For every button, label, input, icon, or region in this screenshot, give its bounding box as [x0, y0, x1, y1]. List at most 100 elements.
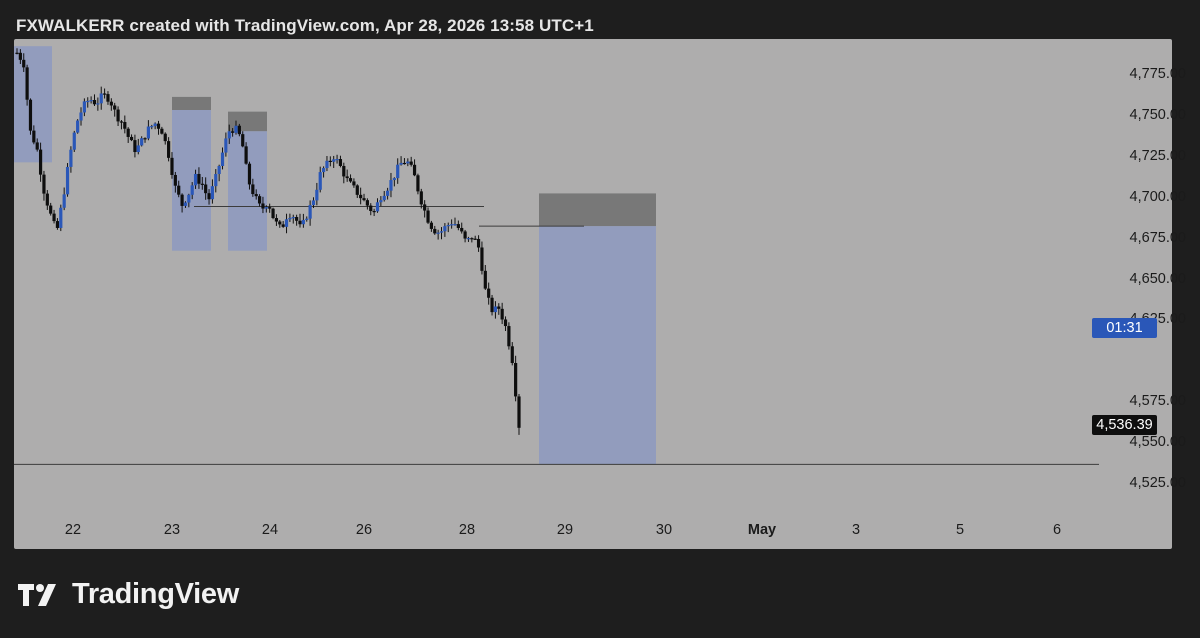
candle-body: [254, 194, 258, 197]
candle-body: [446, 225, 450, 227]
candle: [49, 202, 53, 216]
candle: [480, 241, 484, 275]
current-price-badge: 01:31: [1092, 318, 1157, 338]
candle: [52, 209, 56, 224]
candle: [116, 106, 120, 127]
candle-body: [416, 175, 420, 192]
chart-area[interactable]: [14, 39, 1172, 549]
candle-body: [180, 194, 184, 206]
candle: [362, 193, 366, 202]
candle-body: [200, 183, 204, 185]
candle-body: [406, 161, 410, 164]
candle: [473, 235, 477, 240]
candle: [298, 213, 302, 228]
candle: [399, 156, 403, 166]
candle-body: [143, 138, 147, 140]
candle: [109, 98, 113, 111]
candle-body: [224, 138, 228, 153]
candle-body: [62, 194, 66, 208]
candle-body: [470, 238, 474, 240]
candle: [123, 115, 127, 134]
candle: [483, 265, 487, 290]
candle: [96, 97, 100, 111]
candle: [170, 152, 174, 179]
tradingview-brand[interactable]: TradingView: [18, 578, 239, 611]
candle-body: [220, 152, 225, 167]
candle-body: [338, 159, 343, 166]
candlestick-chart: [14, 46, 1099, 465]
candle: [214, 169, 218, 193]
candle-body: [231, 131, 235, 133]
candle-body: [288, 217, 292, 220]
candle-body: [45, 193, 49, 206]
candle: [62, 187, 66, 211]
candle-body: [207, 193, 211, 200]
candle-body: [55, 221, 60, 228]
candle-body: [476, 238, 481, 248]
candle-body: [264, 207, 268, 209]
candle-body: [257, 196, 262, 204]
supply-zone-2[interactable]: [172, 109, 211, 251]
candle-body: [241, 134, 245, 147]
candle-body: [281, 224, 285, 227]
candle: [28, 98, 33, 135]
candle: [450, 219, 454, 229]
candle-body: [150, 126, 154, 128]
candle-body: [251, 184, 255, 195]
candle-body: [463, 231, 467, 239]
candle-body: [116, 109, 120, 122]
candle: [332, 155, 336, 168]
candle-body: [140, 138, 144, 146]
short-position-target[interactable]: [539, 226, 656, 465]
candle-body: [483, 270, 487, 289]
candle-body: [76, 120, 80, 133]
candle-body: [187, 194, 191, 203]
candle: [470, 237, 474, 243]
candle: [200, 176, 204, 190]
candle: [220, 147, 225, 170]
target-price-badge: 4,536.39: [1092, 415, 1157, 435]
candle: [487, 282, 491, 305]
candle: [241, 131, 245, 148]
candle: [342, 162, 346, 184]
candle-body: [278, 221, 282, 225]
candle-body: [79, 112, 83, 121]
candle-body: [409, 161, 413, 165]
candle: [436, 229, 440, 240]
zones-layer: [14, 46, 656, 465]
candle-body: [163, 133, 167, 142]
supply-zone-3-cap[interactable]: [228, 111, 267, 132]
candle: [156, 120, 161, 135]
candle: [140, 136, 144, 147]
candle: [251, 178, 255, 197]
candle-body: [389, 180, 393, 191]
short-position-stop[interactable]: [539, 193, 656, 227]
candle: [257, 194, 262, 207]
supply-zone-2-cap[interactable]: [172, 96, 211, 110]
candle-body: [382, 195, 386, 201]
candle: [291, 214, 295, 224]
candle-body: [399, 162, 403, 165]
candle: [497, 303, 501, 315]
candle: [315, 182, 319, 206]
candle: [177, 180, 181, 198]
candle: [510, 342, 514, 366]
candle: [321, 166, 326, 178]
candle-body: [433, 228, 437, 234]
candle: [79, 107, 83, 126]
candle: [227, 124, 231, 144]
candle-body: [92, 100, 97, 105]
candle: [443, 223, 447, 237]
candle: [231, 128, 235, 137]
candle-body: [210, 186, 215, 200]
demand-zone-1[interactable]: [14, 46, 52, 163]
candle-body: [456, 224, 460, 228]
x-tick-label: 26: [355, 522, 373, 538]
candle-body: [49, 205, 53, 214]
candle: [359, 187, 363, 205]
candle: [143, 137, 147, 143]
candle-body: [197, 173, 201, 184]
candle: [25, 64, 29, 106]
candle: [22, 53, 26, 73]
candle: [396, 158, 400, 184]
